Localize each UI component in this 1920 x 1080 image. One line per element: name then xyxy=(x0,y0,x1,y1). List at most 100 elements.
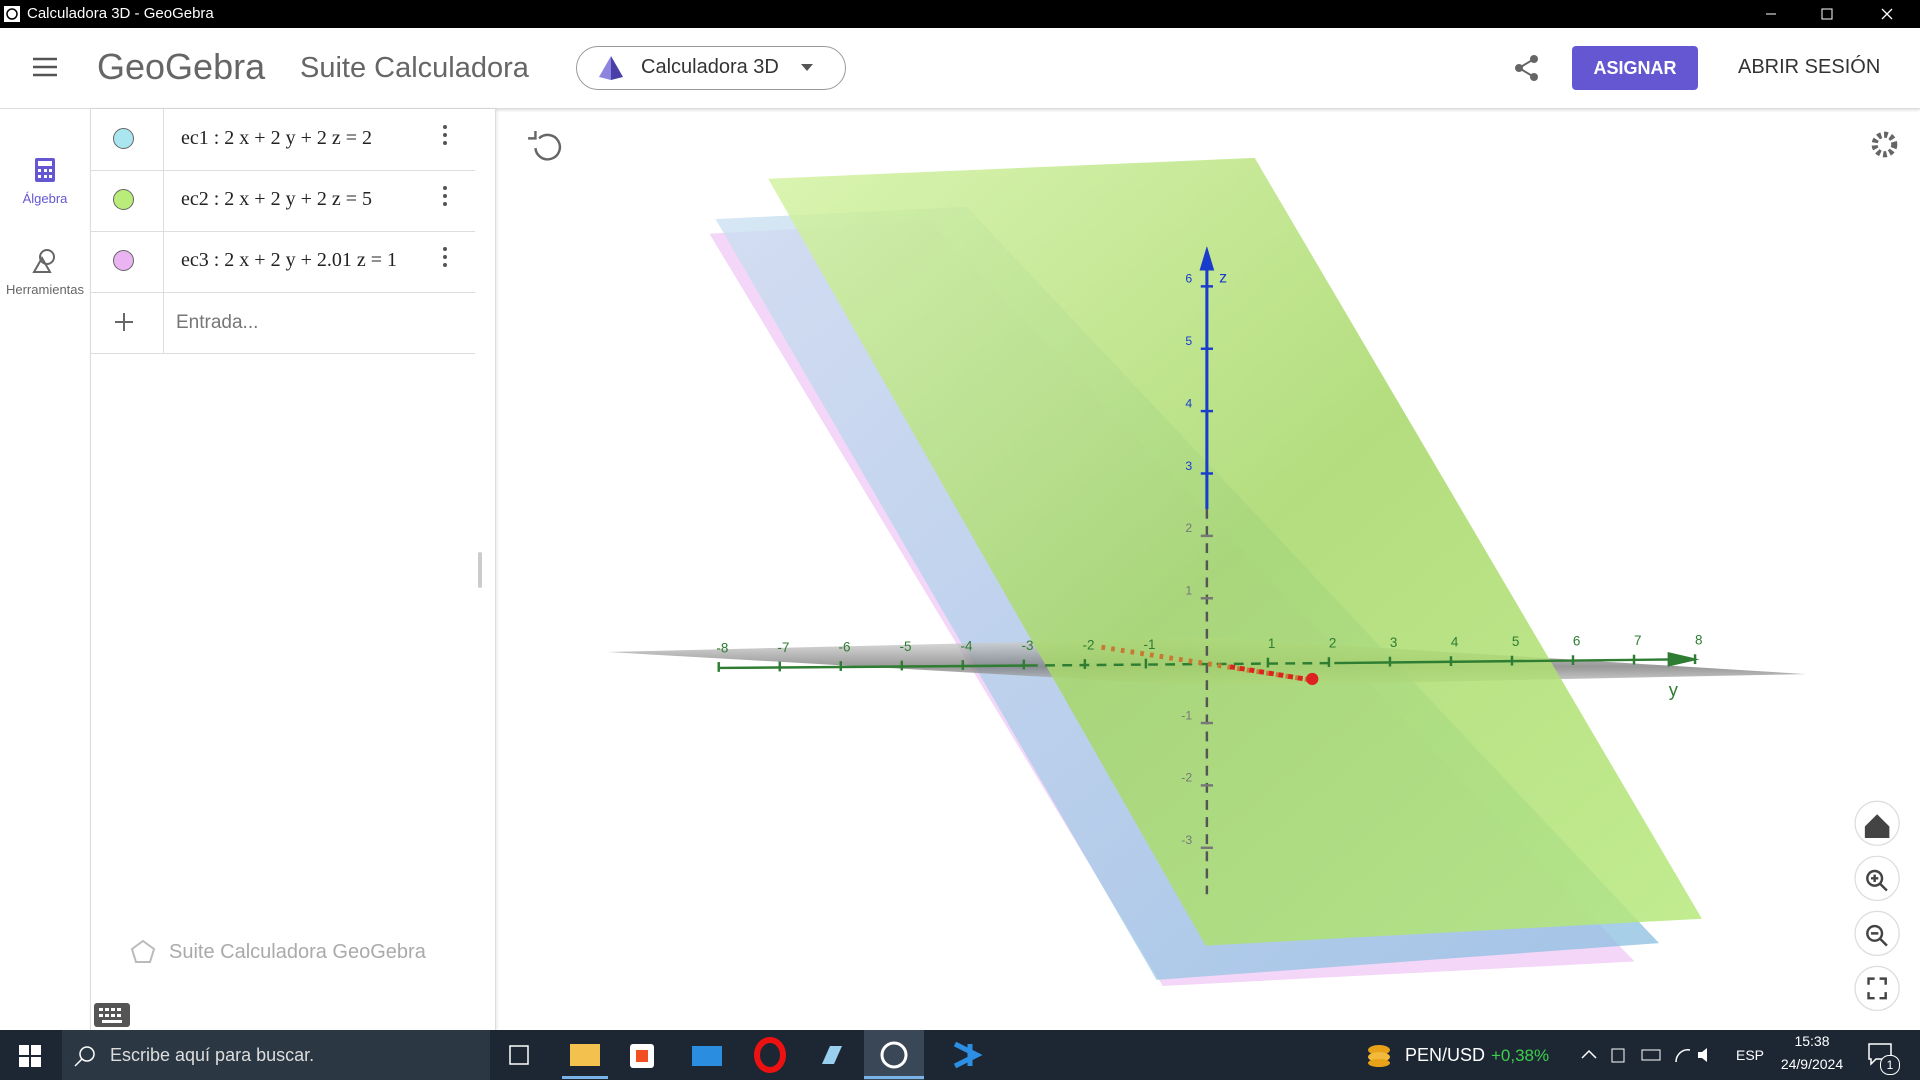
footer-text: Suite Calculadora GeoGebra xyxy=(169,941,426,963)
y-axis xyxy=(1334,658,1678,665)
y-tick-label: 1 xyxy=(1268,636,1275,651)
z-tick-label: -2 xyxy=(1181,771,1192,785)
plane xyxy=(768,157,1702,946)
dropdown-arrow xyxy=(801,64,813,71)
keyboard-button[interactable] xyxy=(93,1002,131,1028)
axes: z y -3 -2 -1 1 2 3 4 5 6 -8 -7 -6 -5 -4 -3 -2 -1 1 2 3 4 5 6 7 8 xyxy=(716,245,1702,895)
ticker-name[interactable]: PEN/USD xyxy=(1405,1045,1486,1065)
ticker-change: +0,38% xyxy=(1491,1046,1550,1065)
app-selector[interactable]: Calculadora 3D xyxy=(576,46,846,90)
y-tick-label: -6 xyxy=(838,639,850,654)
menu-button[interactable] xyxy=(32,56,58,78)
view-button-icon xyxy=(1866,869,1888,892)
y-tick-label: -2 xyxy=(1083,637,1095,652)
y-tick-label: 2 xyxy=(1329,635,1336,650)
y-tick-label: 7 xyxy=(1634,633,1641,648)
undo-arrow xyxy=(528,131,537,140)
assign-button[interactable]: ASIGNAR xyxy=(1572,46,1698,90)
start-button[interactable] xyxy=(19,1045,41,1067)
ticker-icon xyxy=(1368,1045,1390,1067)
search-icon xyxy=(74,1046,95,1067)
z-tick-label: -1 xyxy=(1181,708,1192,722)
y-tick-label: 6 xyxy=(1573,633,1580,648)
visibility-toggle[interactable] xyxy=(113,250,134,271)
x-axis-back xyxy=(1101,644,1313,683)
y-tick-label: 8 xyxy=(1695,632,1702,647)
title-bar: Calculadora 3D - GeoGebra xyxy=(0,0,1920,28)
view-button[interactable] xyxy=(1854,965,1900,1012)
view-button-icon xyxy=(1867,977,1887,1000)
more-menu[interactable] xyxy=(443,125,447,149)
x-arrow xyxy=(1306,672,1319,686)
y-tick-label: -3 xyxy=(1022,638,1034,653)
search-box[interactable]: Escribe aquí para buscar. xyxy=(62,1030,490,1080)
clock-time[interactable]: 15:38 xyxy=(1794,1033,1830,1049)
app-name: Suite Calculadora xyxy=(300,52,529,84)
equation-row[interactable]: ec1 : 2 x + 2 y + 2 z = 2 xyxy=(91,109,475,171)
search-placeholder: Escribe aquí para buscar. xyxy=(110,1045,315,1065)
z-tick-label: -3 xyxy=(1181,833,1192,847)
pyramid-icon xyxy=(599,56,623,80)
visibility-toggle[interactable] xyxy=(113,128,134,149)
sidebar: Álgebra Herramientas xyxy=(0,109,90,1030)
y-tick-label: -8 xyxy=(716,640,728,655)
more-menu[interactable] xyxy=(443,247,447,271)
graphics-view[interactable]: z y -3 -2 -1 1 2 3 4 5 6 -8 -7 -6 -5 -4 -3 -2 -1 1 2 3 4 5 6 7 8 xyxy=(495,109,1920,1030)
y-tick-label: -7 xyxy=(777,640,789,655)
clock-date[interactable]: 24/9/2024 xyxy=(1780,1056,1844,1072)
y-tick-label: -5 xyxy=(899,639,911,654)
taskbar-apps[interactable] xyxy=(500,1030,990,1080)
z-tick-label: 3 xyxy=(1185,459,1192,473)
col-divider xyxy=(163,109,164,170)
window-controls[interactable] xyxy=(1740,0,1920,28)
settings-button[interactable] xyxy=(1871,131,1898,158)
z-tick-label: 4 xyxy=(1185,396,1192,410)
input-row[interactable]: Entrada... xyxy=(91,292,475,354)
z-tick-label: 6 xyxy=(1185,272,1192,286)
col-divider xyxy=(163,170,164,231)
algebra-panel: ec1 : 2 x + 2 y + 2 z = 2 ec2 : 2 x + 2 y… xyxy=(90,109,496,1030)
login-button[interactable]: ABRIR SESIÓN xyxy=(1738,56,1881,78)
y-axis xyxy=(719,664,1029,670)
y-tick-label: 3 xyxy=(1390,635,1397,650)
algebra-icon xyxy=(35,158,55,182)
equation: ec2 : 2 x + 2 y + 2 z = 5 xyxy=(181,188,373,210)
share-button[interactable] xyxy=(1514,54,1540,82)
tools-icon xyxy=(32,249,55,273)
z-arrow xyxy=(1199,245,1215,271)
system-tray[interactable] xyxy=(1580,1044,1710,1066)
z-tick-label: 5 xyxy=(1185,334,1192,348)
y-tick-label: 4 xyxy=(1451,634,1459,649)
window-title: Calculadora 3D - GeoGebra xyxy=(27,5,214,22)
view-button-icon xyxy=(1866,924,1888,947)
z-tick-label: 1 xyxy=(1185,584,1192,598)
more-menu[interactable] xyxy=(443,186,447,210)
app-selector-label: Calculadora 3D xyxy=(641,56,779,78)
equation-row[interactable]: ec2 : 2 x + 2 y + 2 z = 5 xyxy=(91,170,475,232)
z-axis-label: z xyxy=(1219,270,1227,287)
y-tick-label: -4 xyxy=(960,638,972,653)
y-arrow xyxy=(1667,652,1700,667)
add-icon xyxy=(115,313,133,331)
language[interactable]: ESP xyxy=(1736,1047,1765,1063)
sidebar-item[interactable]: Álgebra xyxy=(22,191,68,206)
resize-handle[interactable] xyxy=(478,552,482,588)
input-placeholder: Entrada... xyxy=(176,312,259,333)
header: GeoGebra Suite Calculadora Calculadora 3… xyxy=(0,28,1920,109)
taskbar: Escribe aquí para buscar. PEN/USD +0,38%… xyxy=(0,1030,1920,1080)
visibility-toggle[interactable] xyxy=(113,189,134,210)
y-tick-label: -1 xyxy=(1144,637,1156,652)
footer-icon xyxy=(130,939,156,963)
sidebar-item[interactable]: Herramientas xyxy=(5,282,85,297)
notifications-count: 1 xyxy=(1880,1055,1900,1075)
undo-button[interactable] xyxy=(534,133,562,161)
equation: ec1 : 2 x + 2 y + 2 z = 2 xyxy=(181,127,373,149)
y-tick-label: 5 xyxy=(1512,634,1519,649)
notifications-button[interactable] xyxy=(1868,1042,1894,1066)
logo[interactable]: GeoGebra xyxy=(97,46,266,87)
app-icon xyxy=(4,6,20,22)
equation-row[interactable]: ec3 : 2 x + 2 y + 2.01 z = 1 xyxy=(91,231,475,293)
view-controls xyxy=(1854,800,1900,1012)
y-axis-label: y xyxy=(1669,679,1679,700)
